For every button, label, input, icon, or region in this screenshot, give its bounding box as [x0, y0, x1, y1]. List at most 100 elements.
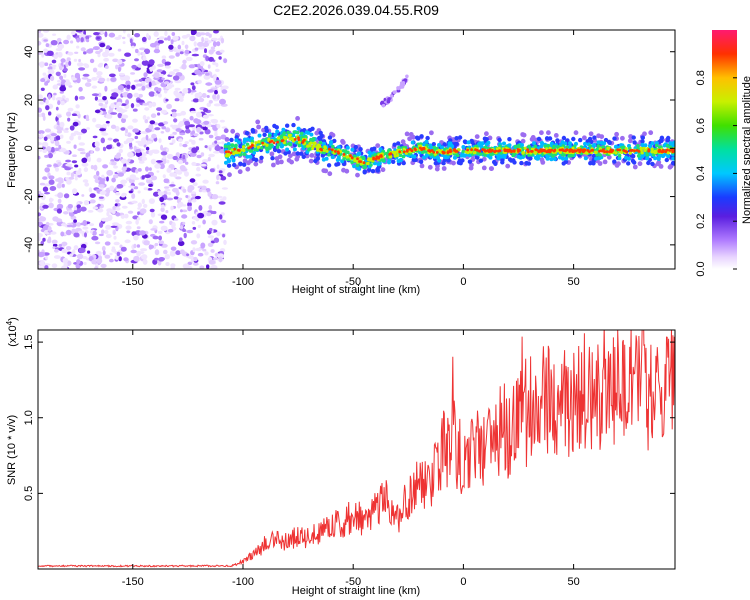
noise-speck: [181, 204, 187, 207]
noise-speck: [46, 146, 52, 152]
signal-cell: [578, 137, 583, 143]
signal-cell: [672, 161, 675, 166]
noise-speck: [137, 211, 140, 216]
noise-speck: [49, 186, 57, 191]
signal-cell: [477, 142, 482, 147]
noise-speck: [81, 157, 88, 163]
noise-speck: [160, 204, 165, 209]
noise-speck: [193, 41, 197, 47]
noise-speck: [40, 87, 45, 92]
noise-speck: [194, 119, 202, 125]
signal-cell: [424, 139, 429, 144]
signal-cell: [452, 155, 457, 160]
noise-speck: [111, 209, 116, 215]
noise-speck: [172, 155, 178, 161]
noise-speck: [133, 145, 137, 151]
signal-cell: [234, 135, 239, 140]
snr-x-tick-label-0: -150: [122, 576, 144, 588]
noise-speck: [201, 36, 205, 43]
noise-speck: [38, 233, 43, 238]
noise-speck: [114, 36, 121, 41]
noise-speck: [126, 84, 131, 90]
signal-cell: [513, 144, 518, 149]
signal-cell: [434, 166, 440, 172]
signal-cell: [432, 150, 436, 154]
signal-cell: [540, 141, 544, 145]
noise-speck: [182, 154, 186, 160]
noise-speck: [136, 217, 141, 221]
noise-speck: [93, 174, 98, 180]
noise-speck: [97, 208, 104, 213]
signal-cell: [358, 147, 363, 152]
signal-cell: [512, 150, 516, 153]
noise-speck: [135, 148, 142, 154]
signal-cell: [355, 163, 360, 167]
signal-cell: [224, 137, 230, 142]
signal-cell: [309, 153, 315, 158]
signal-cell: [549, 141, 554, 146]
noise-speck: [137, 251, 145, 255]
noise-speck: [142, 51, 146, 57]
noise-speck: [57, 192, 64, 199]
noise-speck: [46, 50, 54, 56]
secondary-trace-cell: [381, 103, 386, 108]
noise-speck: [194, 47, 199, 51]
noise-speck: [214, 130, 218, 134]
signal-cell: [478, 149, 481, 153]
noise-speck: [50, 146, 55, 153]
signal-cell: [430, 149, 434, 152]
signal-cell: [313, 141, 317, 145]
noise-speck: [135, 48, 139, 54]
noise-speck: [68, 176, 75, 180]
noise-speck: [156, 107, 163, 111]
noise-speck: [177, 197, 183, 201]
signal-cell: [295, 116, 300, 121]
noise-speck: [50, 75, 55, 82]
signal-cell: [332, 138, 337, 144]
noise-speck: [173, 118, 178, 123]
signal-cell: [636, 154, 641, 158]
noise-speck: [116, 184, 124, 189]
noise-speck: [182, 143, 188, 148]
noise-speck: [158, 93, 162, 98]
signal-cell: [665, 148, 669, 152]
secondary-trace-cell: [401, 81, 406, 85]
noise-speck: [90, 150, 94, 154]
noise-speck: [96, 71, 103, 76]
noise-speck: [198, 137, 204, 141]
signal-cell: [401, 160, 406, 166]
spectrogram-y-tick-label-4: 40: [23, 46, 35, 58]
noise-speck: [192, 256, 198, 262]
noise-speck: [165, 127, 171, 133]
noise-speck: [74, 72, 81, 79]
noise-speck: [66, 111, 72, 117]
noise-speck: [171, 111, 177, 118]
signal-cell: [312, 144, 316, 148]
signal-cell: [561, 135, 567, 141]
colorbar-gradient: [712, 30, 737, 269]
noise-speck: [135, 83, 143, 87]
signal-cell: [402, 147, 406, 151]
signal-cell: [537, 150, 541, 154]
signal-cell: [607, 140, 612, 145]
noise-speck: [65, 159, 72, 163]
noise-speck: [189, 89, 197, 93]
signal-cell: [238, 161, 243, 166]
signal-cell: [327, 135, 333, 140]
noise-speck: [202, 179, 209, 184]
noise-speck: [66, 179, 72, 185]
noise-speck: [165, 262, 170, 266]
noise-speck: [81, 162, 89, 167]
signal-cell: [520, 143, 524, 148]
noise-speck: [182, 221, 186, 225]
noise-speck: [91, 259, 97, 265]
noise-speck: [185, 161, 189, 165]
noise-speck: [189, 178, 196, 183]
noise-speck: [164, 61, 171, 66]
noise-speck: [133, 255, 140, 262]
signal-cell: [444, 155, 449, 160]
noise-speck: [143, 203, 148, 208]
noise-speck: [171, 109, 177, 113]
noise-speck: [214, 132, 218, 137]
noise-speck: [38, 212, 42, 217]
